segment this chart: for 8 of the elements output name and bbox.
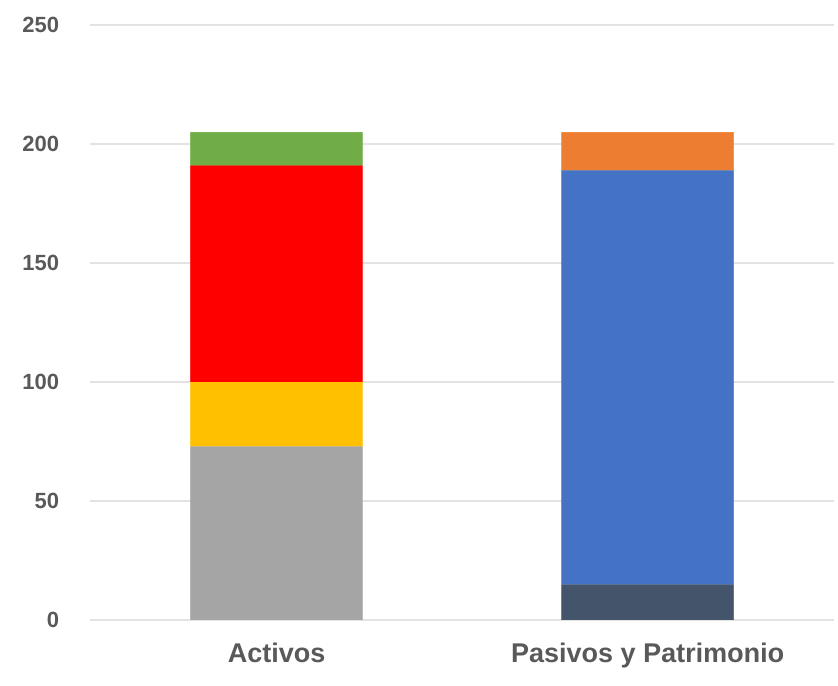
y-tick-label: 150: [22, 250, 59, 276]
x-tick-label: Pasivos y Patrimonio: [510, 638, 784, 668]
y-tick-label: 250: [22, 12, 59, 38]
y-tick-label: 50: [34, 488, 59, 514]
y-tick-label: 200: [22, 131, 59, 156]
x-tick-label: Activos: [228, 638, 326, 668]
y-tick-label: 100: [22, 369, 59, 394]
y-tick-label: 0: [46, 607, 59, 632]
